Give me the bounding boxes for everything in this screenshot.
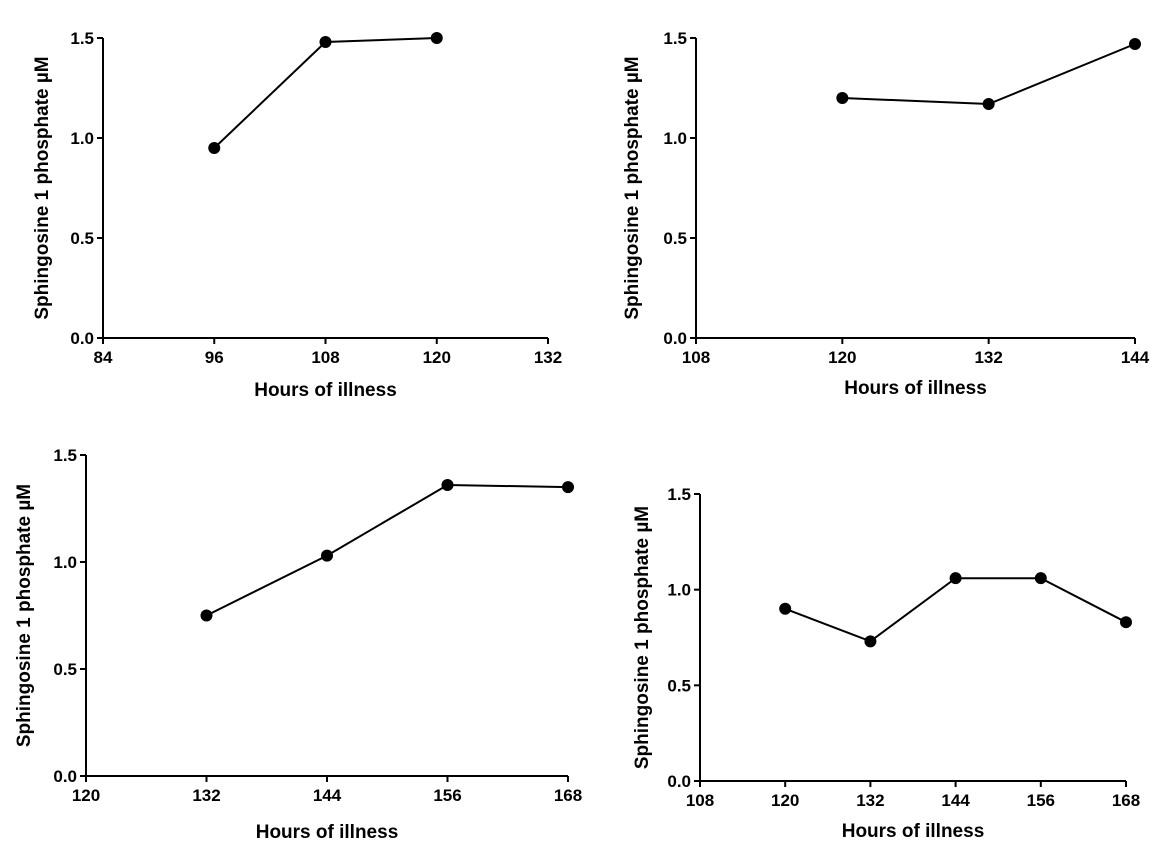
- data-point: [779, 603, 791, 615]
- data-point: [1035, 572, 1047, 584]
- chart-panel-1: 0.0 0.5 1.0 1.5 84 96 108 120 132 Hours of illnes…: [32, 29, 562, 401]
- x-tick-label: 144: [1121, 348, 1150, 367]
- series-line: [214, 38, 436, 148]
- data-point: [836, 92, 848, 104]
- x-tick-label: 108: [682, 348, 710, 367]
- series-line: [785, 578, 1126, 641]
- y-tick-label: 0.5: [663, 229, 687, 248]
- y-axis-title: Sphingosine 1 phosphate µM: [622, 56, 643, 319]
- y-tick-label: 1.0: [663, 129, 687, 148]
- data-point: [431, 32, 443, 44]
- y-tick-label: 1.0: [667, 581, 691, 600]
- data-point: [983, 98, 995, 110]
- y-tick-label: 0.5: [53, 660, 77, 679]
- y-axis-title: Sphingosine 1 phosphate µM: [14, 484, 35, 747]
- y-tick-label: 0.0: [663, 329, 687, 348]
- y-tick-label: 1.5: [663, 29, 687, 48]
- y-axis-title: Sphingosine 1 phosphate µM: [632, 506, 653, 769]
- x-axis-title: Hours of illness: [254, 380, 397, 401]
- y-tick-label: 0.0: [70, 329, 94, 348]
- x-axis-title: Hours of illness: [256, 822, 399, 843]
- x-axis-title: Hours of illness: [844, 378, 987, 399]
- x-tick-label: 156: [433, 786, 461, 805]
- x-tick-label: 144: [313, 786, 342, 805]
- data-point: [1120, 616, 1132, 628]
- data-point: [442, 479, 454, 491]
- x-tick-label: 168: [554, 786, 582, 805]
- data-point: [321, 550, 333, 562]
- y-tick-label: 0.0: [667, 772, 691, 791]
- x-tick-label: 120: [828, 348, 856, 367]
- x-tick-label: 132: [974, 348, 1002, 367]
- data-point: [1129, 38, 1141, 50]
- data-point: [950, 572, 962, 584]
- chart-panel-3: 0.0 0.5 1.0 1.5 120 132 144 156 168 Hours of illn…: [14, 446, 582, 843]
- x-axis-title: Hours of illness: [842, 821, 985, 842]
- y-tick-label: 1.0: [53, 553, 77, 572]
- x-tick-label: 132: [534, 348, 562, 367]
- y-tick-label: 1.5: [70, 29, 94, 48]
- y-tick-label: 1.5: [53, 446, 77, 465]
- y-tick-label: 0.0: [53, 767, 77, 786]
- x-tick-label: 120: [423, 348, 451, 367]
- data-point: [201, 610, 213, 622]
- x-tick-label: 168: [1112, 791, 1140, 810]
- series-line: [842, 44, 1135, 104]
- series-line: [207, 485, 569, 616]
- x-tick-label: 84: [94, 348, 113, 367]
- data-point: [562, 481, 574, 493]
- x-tick-label: 132: [856, 791, 884, 810]
- x-tick-label: 108: [311, 348, 339, 367]
- data-point: [208, 142, 220, 154]
- y-tick-label: 0.5: [667, 676, 691, 695]
- x-tick-label: 156: [1027, 791, 1055, 810]
- data-point: [320, 36, 332, 48]
- x-tick-label: 96: [205, 348, 224, 367]
- x-tick-label: 120: [771, 791, 799, 810]
- x-tick-label: 108: [686, 791, 714, 810]
- y-tick-label: 0.5: [70, 229, 94, 248]
- y-tick-label: 1.0: [70, 129, 94, 148]
- x-tick-label: 120: [72, 786, 100, 805]
- x-tick-label: 144: [941, 791, 970, 810]
- y-tick-label: 1.5: [667, 485, 691, 504]
- y-axis-title: Sphingosine 1 phosphate µM: [32, 56, 53, 319]
- x-tick-label: 132: [192, 786, 220, 805]
- data-point: [864, 635, 876, 647]
- chart-panel-2: 0.0 0.5 1.0 1.5 108 120 132 144 Hours of illness…: [622, 29, 1150, 399]
- chart-panel-4: 0.0 0.5 1.0 1.5 108 120 132 144 156 168 Hours of i…: [632, 485, 1140, 842]
